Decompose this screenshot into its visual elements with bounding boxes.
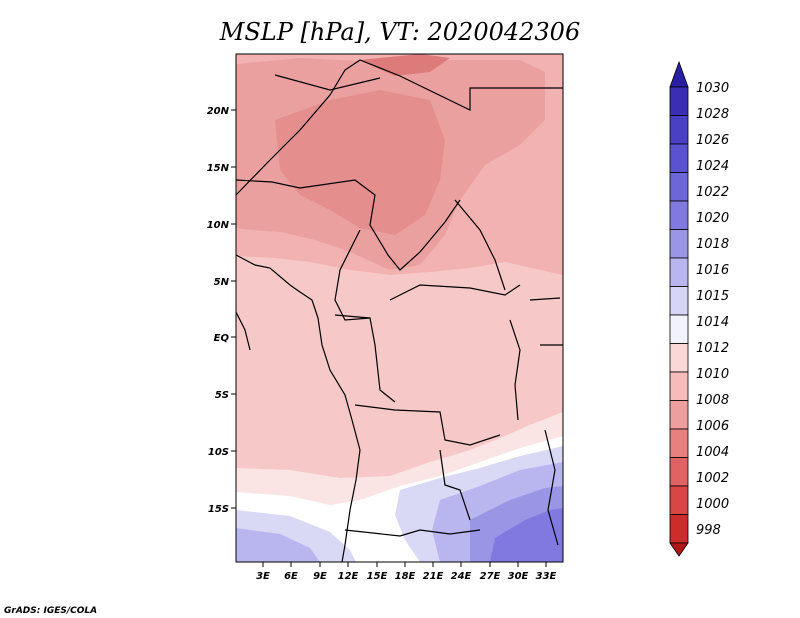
pressure-field <box>236 54 563 562</box>
grads-credit: GrADS: IGES/COLA <box>4 606 97 616</box>
colorbar-label: 1006 <box>696 419 729 434</box>
lon-label: 6E <box>284 571 298 582</box>
colorbar-label: 1016 <box>696 263 729 278</box>
field-1006 <box>275 90 445 235</box>
colorbar-box <box>669 514 689 544</box>
lat-label: 10N <box>207 220 230 231</box>
lat-label: 5N <box>214 277 230 288</box>
colorbar-labels: 1030 1028 1026 1024 1022 1020 1018 1016 1015 1014… <box>696 81 729 538</box>
colorbar-label: 1015 <box>696 289 729 304</box>
colorbar: 1030 1028 1026 1024 1022 1020 1018 1016 1015 1014… <box>669 60 729 557</box>
colorbar-box <box>669 257 689 287</box>
colorbar-box <box>669 457 689 487</box>
lon-label: 21E <box>423 571 444 582</box>
colorbar-box <box>669 229 689 259</box>
lat-label: 15N <box>207 163 230 174</box>
colorbar-label: 1024 <box>696 159 729 174</box>
colorbar-label: 1000 <box>696 497 729 512</box>
field-1004 <box>360 54 450 76</box>
colorbar-box <box>669 143 689 173</box>
colorbar-boxes <box>669 86 689 544</box>
colorbar-label: 998 <box>696 523 721 538</box>
lat-label: 10S <box>208 447 229 458</box>
colorbar-min-triangle <box>669 542 689 557</box>
borders <box>236 59 563 562</box>
lon-label: 15E <box>367 571 388 582</box>
colorbar-label: 1008 <box>696 393 729 408</box>
colorbar-box <box>669 86 689 116</box>
colorbar-box <box>669 400 689 430</box>
map-frame <box>235 53 564 563</box>
colorbar-label: 1020 <box>696 211 729 226</box>
colorbar-box <box>669 115 689 145</box>
colorbar-label: 1030 <box>696 81 729 96</box>
colorbar-label: 1002 <box>696 471 729 486</box>
colorbar-label: 1028 <box>696 107 729 122</box>
colorbar-max-triangle <box>669 60 689 88</box>
colorbar-label: 1022 <box>696 185 729 200</box>
colorbar-label: 1010 <box>696 367 729 382</box>
colorbar-box <box>669 428 689 458</box>
colorbar-box <box>669 371 689 401</box>
lon-axis: 3E 6E 9E 12E 15E 18E 21E 24E 27E 30E 33E <box>256 562 557 582</box>
lon-label: 33E <box>536 571 557 582</box>
lat-label: 20N <box>207 106 230 117</box>
lon-label: 24E <box>451 571 472 582</box>
colorbar-box <box>669 172 689 202</box>
field-1018-west <box>236 528 320 562</box>
colorbar-box <box>669 343 689 373</box>
colorbar-label: 1026 <box>696 133 729 148</box>
lon-label: 9E <box>313 571 327 582</box>
lat-label: EQ <box>214 333 230 344</box>
colorbar-label: 1004 <box>696 445 729 460</box>
colorbar-box <box>669 286 689 316</box>
lat-label: 5S <box>215 390 229 401</box>
field-1022 <box>490 508 563 562</box>
colorbar-box <box>669 200 689 230</box>
colorbar-box <box>669 485 689 515</box>
colorbar-label: 1012 <box>696 341 729 356</box>
lon-label: 27E <box>480 571 501 582</box>
lon-label: 12E <box>338 571 359 582</box>
colorbar-label: 1014 <box>696 315 729 330</box>
lon-label: 3E <box>256 571 270 582</box>
lon-label: 18E <box>395 571 416 582</box>
lat-label: 15S <box>208 504 229 515</box>
lat-axis: 20N 15N 10N 5N EQ 5S 10S 15S <box>207 106 236 515</box>
colorbar-label: 1018 <box>696 237 729 252</box>
map-title: MSLP [hPa], VT: 2020042306 <box>219 18 580 46</box>
colorbar-box <box>669 314 689 344</box>
lon-label: 30E <box>508 571 529 582</box>
